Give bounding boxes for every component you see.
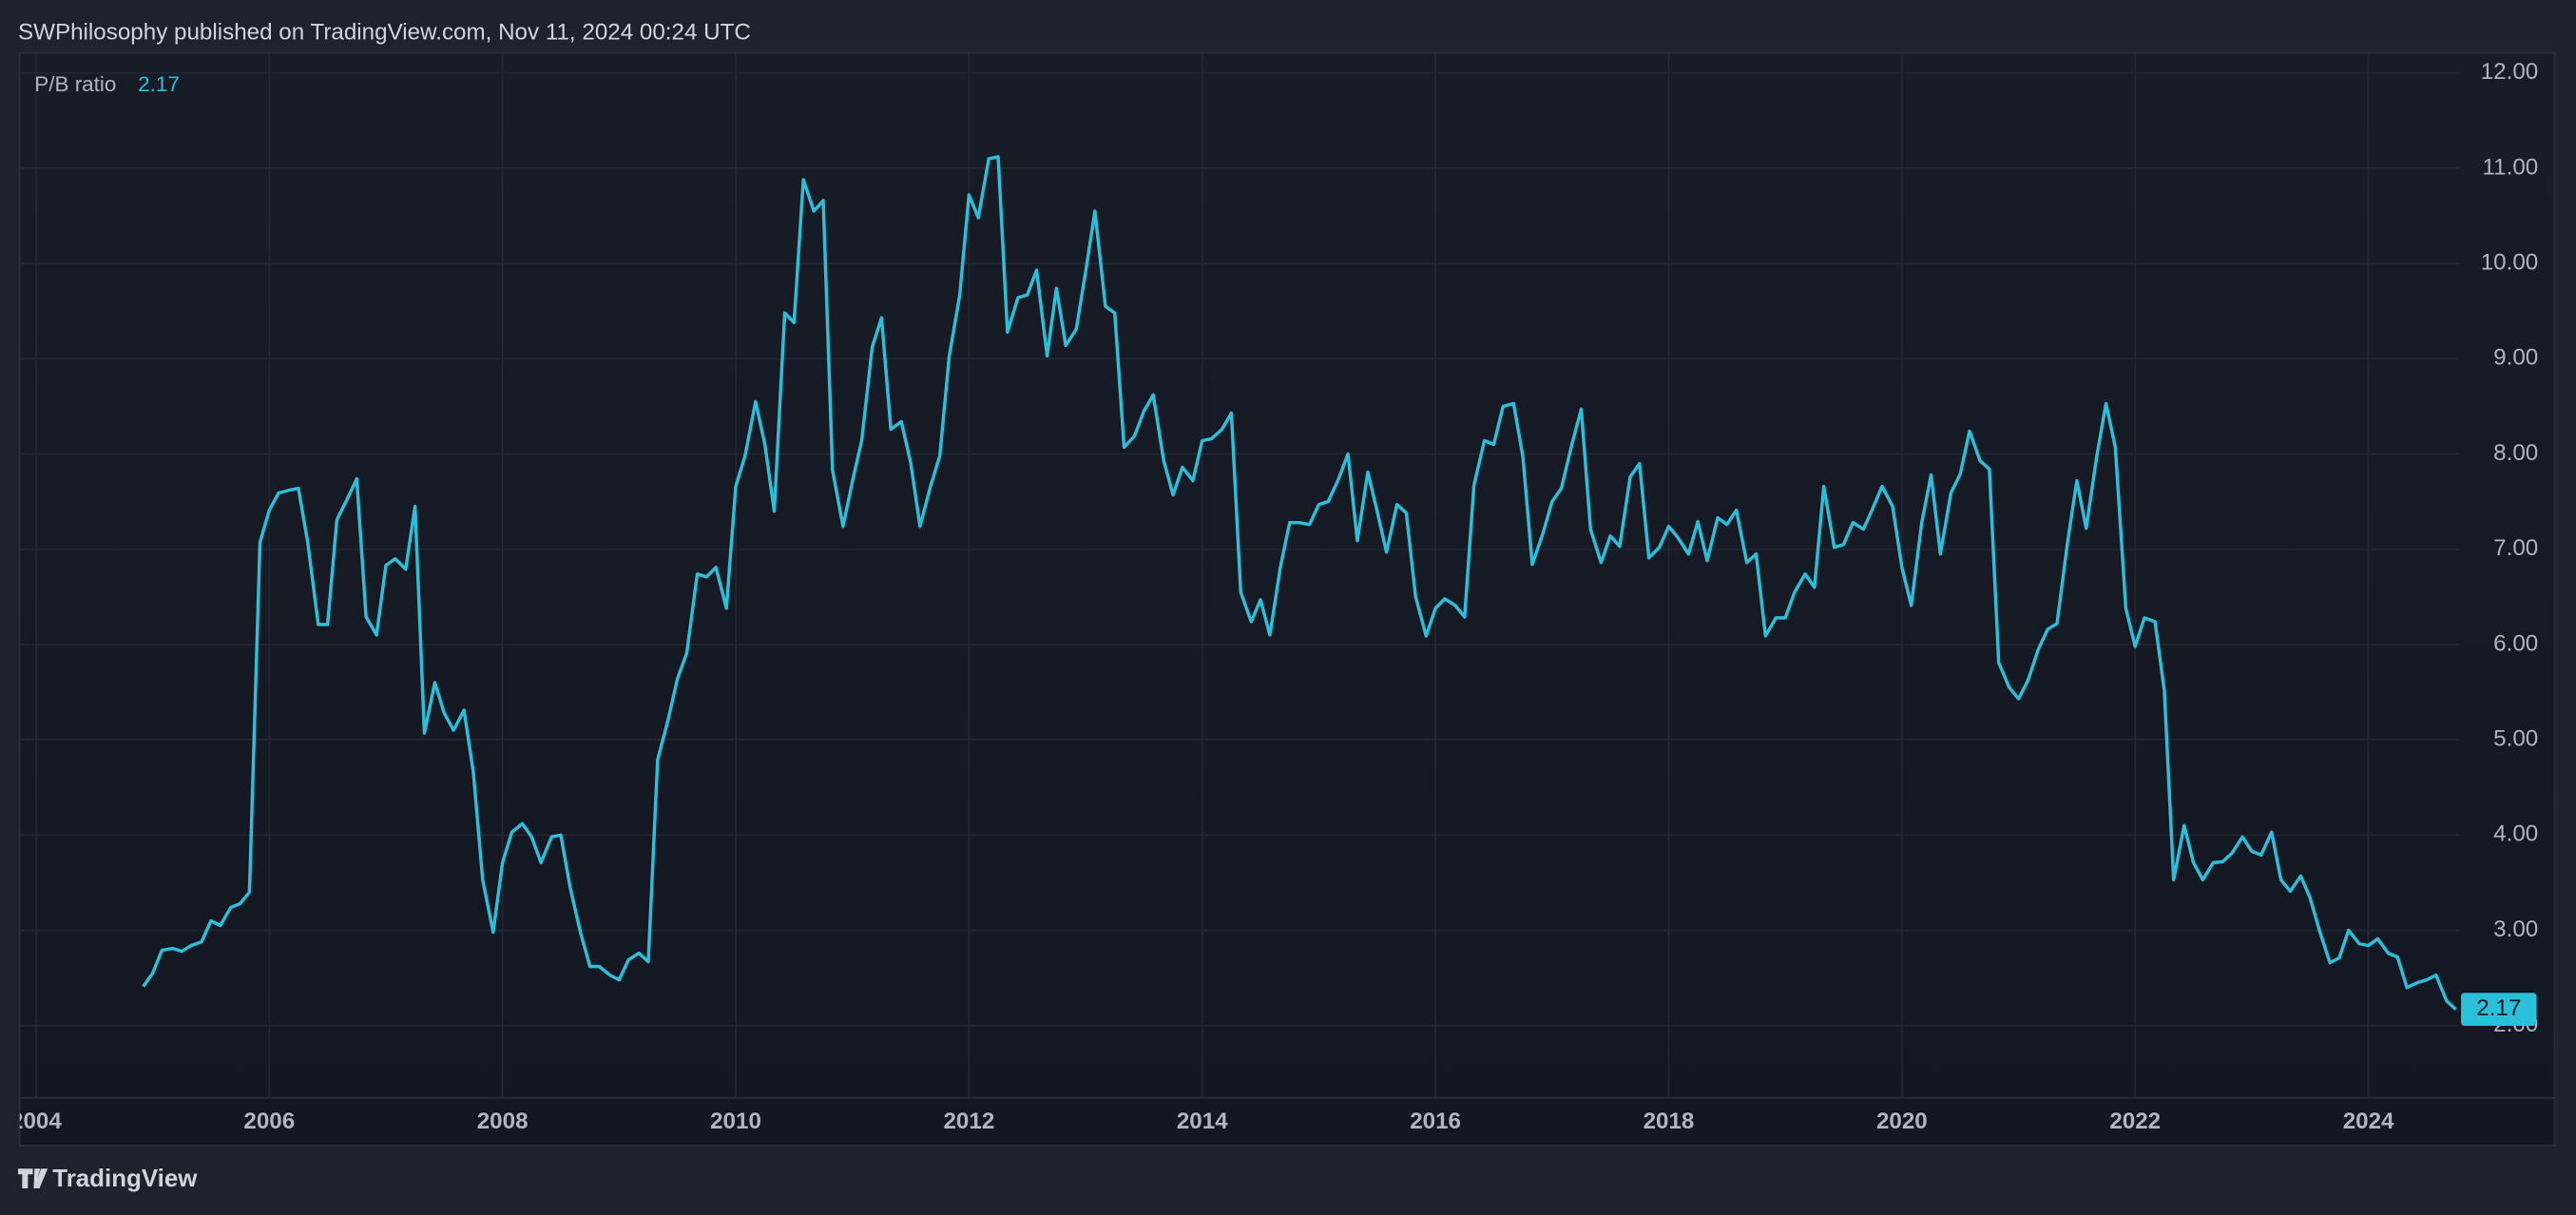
y-tick-label: 12.00 (2481, 59, 2539, 85)
x-tick-label: 2006 (243, 1109, 295, 1134)
tv-logo-mark (18, 1168, 48, 1188)
header-text: SWPhilosophy published on TradingView.co… (18, 19, 751, 45)
x-tick-label: 2014 (1177, 1109, 1228, 1134)
plot (142, 155, 2457, 1011)
x-tick-label: 2020 (1876, 1109, 1928, 1134)
x-tick-label: 2012 (943, 1109, 994, 1134)
x-tick-label: 2016 (1410, 1109, 1461, 1134)
y-tick-label: 4.00 (2493, 821, 2538, 847)
price-tag (2461, 993, 2537, 1026)
axes: 2004 2006 2008 2010 2012 2014 2016 2018 2020 2022… (10, 59, 2539, 1134)
legend-name: P/B ratio (34, 72, 116, 96)
x-tick-label: 2022 (2109, 1109, 2161, 1134)
x-tick-label: 2008 (477, 1109, 529, 1134)
y-tick-label: 3.00 (2493, 916, 2538, 942)
line-series (142, 155, 2457, 1011)
x-tick-label: 2024 (2343, 1109, 2394, 1134)
y-tick-label: 7.00 (2493, 535, 2538, 561)
price-tag-label: 2.17 (2476, 995, 2521, 1021)
y-tick-label: 5.00 (2493, 726, 2538, 752)
x-tick-label: 2004 (10, 1109, 62, 1134)
grid (19, 52, 2460, 1098)
time-axis-labels: 2004 2006 2008 2010 2012 2014 2016 2018 2020 2022… (10, 1109, 2394, 1134)
x-tick-label: 2010 (710, 1109, 761, 1134)
y-tick-label: 6.00 (2493, 630, 2538, 656)
tv-logo (18, 1168, 48, 1188)
chart-pane (18, 51, 2556, 1147)
y-tick-label: 9.00 (2493, 345, 2538, 371)
y-tick-label: 10.00 (2481, 250, 2539, 276)
y-tick-label: 11.00 (2483, 154, 2539, 180)
x-tick-label: 2018 (1644, 1109, 1695, 1134)
brand: TradingView (52, 1166, 198, 1192)
legend-value: 2.17 (138, 72, 180, 96)
y-tick-label: 8.00 (2493, 440, 2538, 466)
